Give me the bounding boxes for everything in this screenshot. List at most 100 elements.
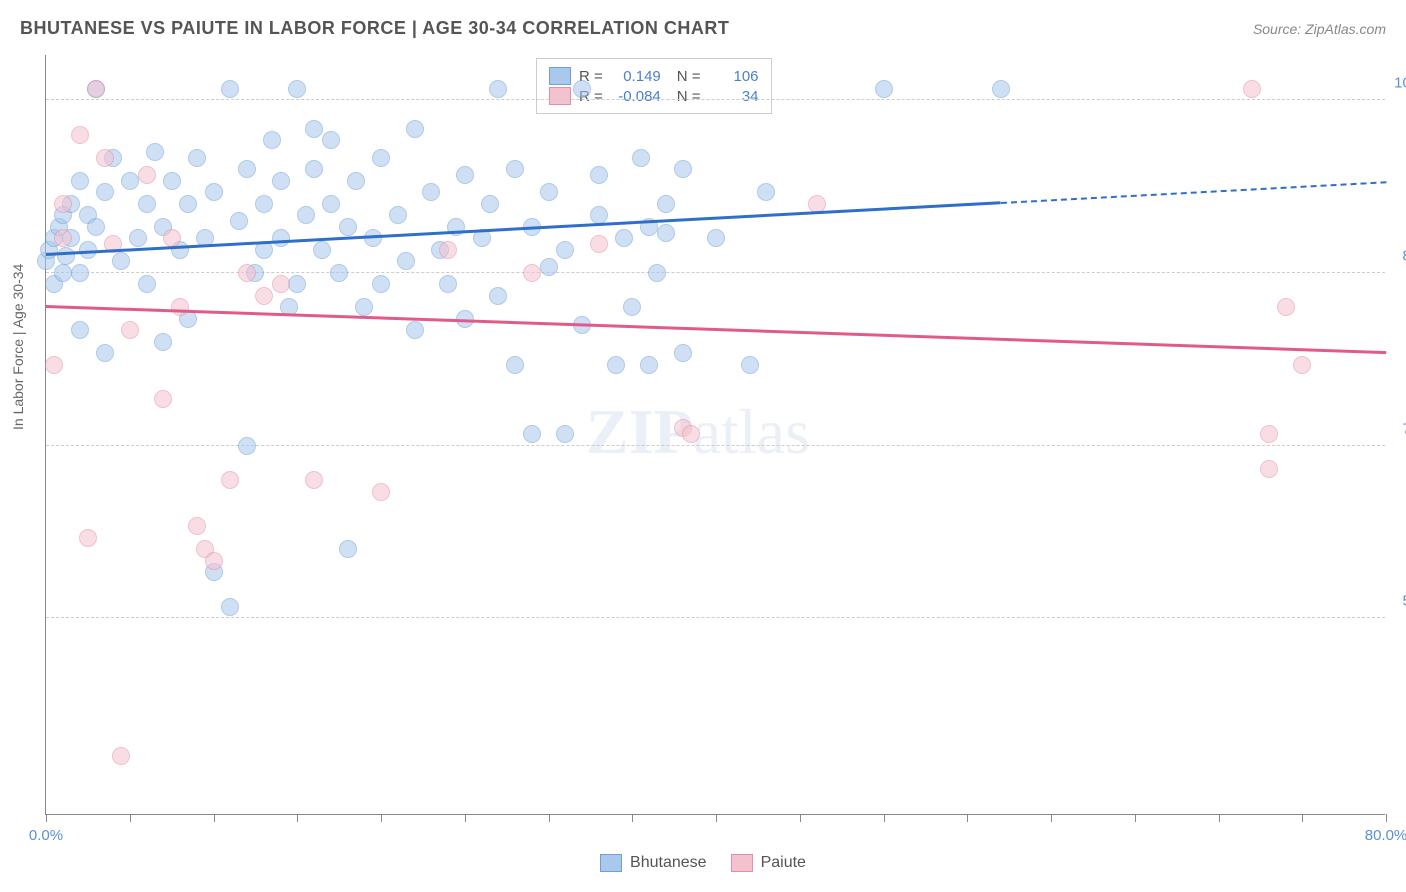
legend-swatch	[549, 67, 571, 85]
x-tick	[465, 814, 466, 822]
data-point	[322, 195, 340, 213]
x-tick	[549, 814, 550, 822]
data-point	[439, 241, 457, 259]
grid-line	[46, 99, 1385, 100]
data-point	[87, 218, 105, 236]
data-point	[389, 206, 407, 224]
data-point	[54, 195, 72, 213]
x-tick	[1386, 814, 1387, 822]
data-point	[406, 321, 424, 339]
legend-label: Paiute	[761, 854, 806, 872]
data-point	[288, 275, 306, 293]
data-point	[1293, 356, 1311, 374]
data-point	[121, 321, 139, 339]
data-point	[674, 160, 692, 178]
y-axis-label: In Labor Force | Age 30-34	[10, 264, 26, 430]
trend-line	[1001, 181, 1386, 204]
data-point	[657, 195, 675, 213]
x-tick	[632, 814, 633, 822]
data-point	[255, 195, 273, 213]
data-point	[163, 172, 181, 190]
y-tick-label: 100.0%	[1390, 75, 1406, 92]
title-bar: BHUTANESE VS PAIUTE IN LABOR FORCE | AGE…	[20, 18, 1386, 39]
x-tick	[1219, 814, 1220, 822]
data-point	[255, 287, 273, 305]
y-tick-label: 70.0%	[1390, 420, 1406, 437]
x-tick	[800, 814, 801, 822]
stats-legend: R =0.149N =106R =-0.084N =34	[536, 58, 772, 114]
x-tick	[297, 814, 298, 822]
x-tick	[1302, 814, 1303, 822]
data-point	[221, 80, 239, 98]
data-point	[590, 235, 608, 253]
grid-line	[46, 617, 1385, 618]
data-point	[179, 195, 197, 213]
data-point	[146, 143, 164, 161]
data-point	[422, 183, 440, 201]
data-point	[221, 471, 239, 489]
chart-title: BHUTANESE VS PAIUTE IN LABOR FORCE | AGE…	[20, 18, 729, 39]
data-point	[1277, 298, 1295, 316]
x-tick	[716, 814, 717, 822]
data-point	[138, 195, 156, 213]
data-point	[138, 275, 156, 293]
data-point	[205, 552, 223, 570]
data-point	[1260, 425, 1278, 443]
data-point	[682, 425, 700, 443]
data-point	[313, 241, 331, 259]
data-point	[221, 598, 239, 616]
data-point	[272, 172, 290, 190]
plot-area: ZIPatlas R =0.149N =106R =-0.084N =34 55…	[45, 55, 1385, 815]
data-point	[54, 229, 72, 247]
data-point	[163, 229, 181, 247]
data-point	[297, 206, 315, 224]
data-point	[305, 120, 323, 138]
data-point	[205, 183, 223, 201]
legend-item: Bhutanese	[600, 854, 707, 872]
data-point	[506, 356, 524, 374]
data-point	[1243, 80, 1261, 98]
data-point	[1260, 460, 1278, 478]
data-point	[741, 356, 759, 374]
data-point	[272, 275, 290, 293]
data-point	[657, 224, 675, 242]
r-value: 0.149	[611, 68, 661, 85]
n-value: 106	[709, 68, 759, 85]
data-point	[305, 471, 323, 489]
data-point	[590, 206, 608, 224]
data-point	[456, 166, 474, 184]
trend-line	[46, 305, 1386, 354]
data-point	[238, 160, 256, 178]
data-point	[330, 264, 348, 282]
x-tick	[1051, 814, 1052, 822]
data-point	[238, 264, 256, 282]
y-tick-label: 85.0%	[1390, 247, 1406, 264]
data-point	[875, 80, 893, 98]
data-point	[238, 437, 256, 455]
legend-swatch	[549, 87, 571, 105]
data-point	[71, 172, 89, 190]
n-label: N =	[677, 88, 701, 105]
data-point	[54, 264, 72, 282]
data-point	[623, 298, 641, 316]
data-point	[71, 321, 89, 339]
data-point	[489, 80, 507, 98]
data-point	[71, 126, 89, 144]
data-point	[272, 229, 290, 247]
n-value: 34	[709, 88, 759, 105]
data-point	[364, 229, 382, 247]
data-point	[556, 425, 574, 443]
data-point	[489, 287, 507, 305]
data-point	[590, 166, 608, 184]
source-label: Source: ZipAtlas.com	[1253, 21, 1386, 37]
data-point	[138, 166, 156, 184]
data-point	[188, 149, 206, 167]
data-point	[339, 218, 357, 236]
legend-swatch	[731, 854, 753, 872]
data-point	[339, 540, 357, 558]
data-point	[523, 425, 541, 443]
data-point	[757, 183, 775, 201]
data-point	[121, 172, 139, 190]
data-point	[112, 747, 130, 765]
legend-item: Paiute	[731, 854, 806, 872]
